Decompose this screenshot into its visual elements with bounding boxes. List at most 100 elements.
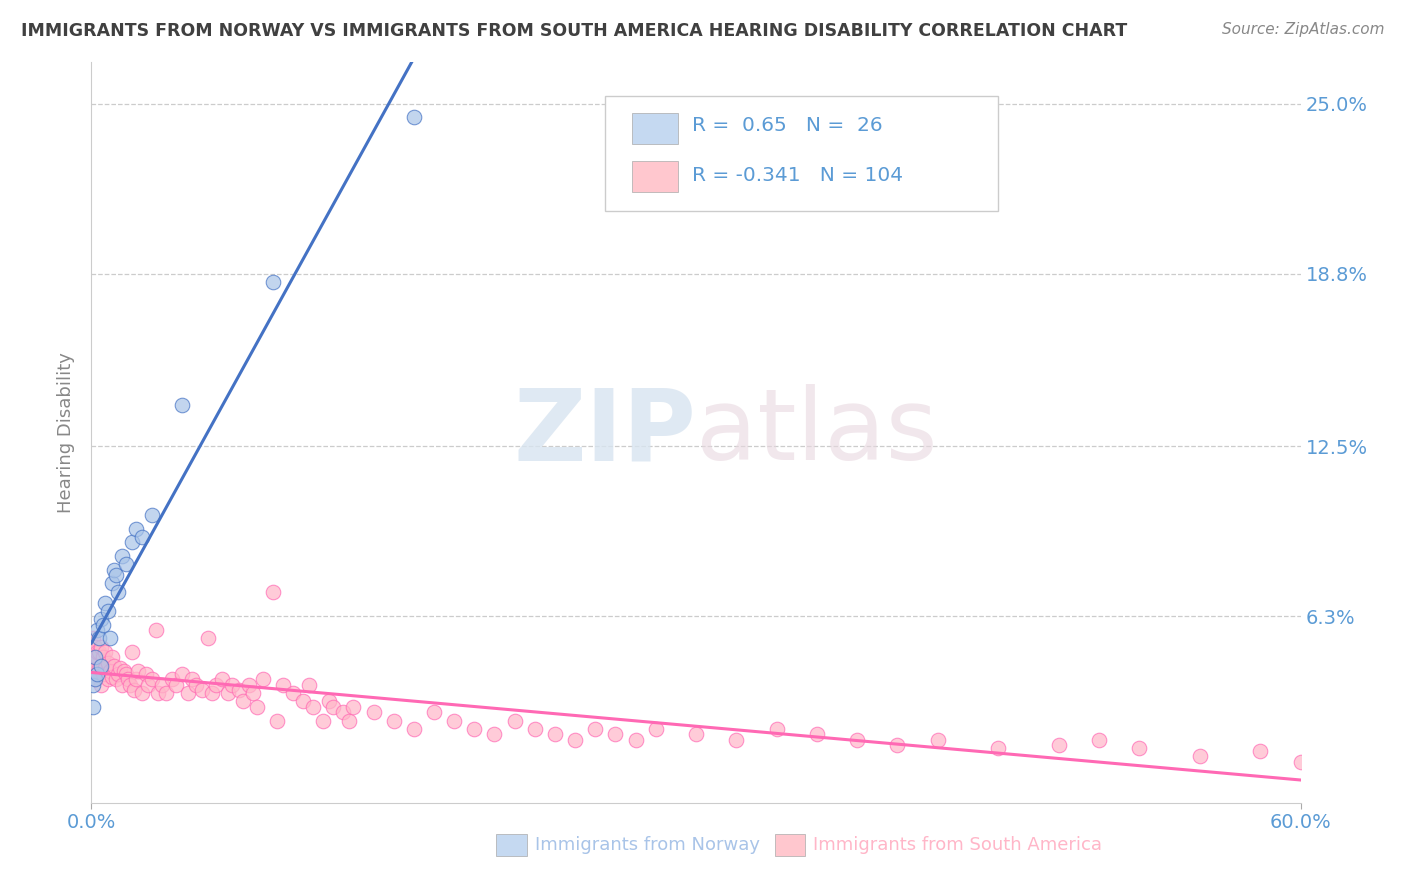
Point <box>503 714 526 728</box>
Point <box>246 699 269 714</box>
Point <box>104 568 127 582</box>
Point <box>298 678 321 692</box>
Point <box>1128 741 1150 756</box>
Point <box>318 694 340 708</box>
Point <box>121 645 143 659</box>
Point <box>765 722 787 736</box>
Point <box>82 632 104 646</box>
Point <box>177 686 200 700</box>
Y-axis label: Hearing Disability: Hearing Disability <box>58 352 76 513</box>
Point <box>136 678 159 692</box>
Point <box>98 632 121 646</box>
Point <box>100 650 122 665</box>
Point <box>146 686 169 700</box>
Point <box>94 661 117 675</box>
Point <box>217 686 239 700</box>
Point <box>89 661 111 675</box>
Bar <box>775 834 804 856</box>
Point <box>89 632 111 646</box>
Point <box>104 673 127 687</box>
Bar <box>631 161 678 192</box>
Point <box>725 732 748 747</box>
Point <box>90 612 112 626</box>
Point <box>302 699 325 714</box>
Point <box>423 706 446 720</box>
Point <box>84 658 107 673</box>
Point <box>93 667 115 681</box>
Point <box>1249 744 1271 758</box>
Point <box>118 678 141 692</box>
Point <box>108 661 131 675</box>
Point <box>382 714 405 728</box>
Point <box>1047 738 1070 752</box>
Point <box>238 678 260 692</box>
Point <box>484 727 506 741</box>
Point <box>93 617 115 632</box>
Point <box>266 714 288 728</box>
Point <box>544 727 567 741</box>
Point <box>155 686 177 700</box>
Point <box>201 686 224 700</box>
Text: R =  0.65   N =  26: R = 0.65 N = 26 <box>692 116 883 135</box>
Point <box>242 686 264 700</box>
Point <box>82 678 104 692</box>
Point <box>292 694 315 708</box>
Point <box>987 741 1010 756</box>
Point <box>111 549 132 563</box>
Point <box>523 722 546 736</box>
Point <box>86 667 108 681</box>
Point <box>93 650 115 665</box>
Point <box>205 678 228 692</box>
Point <box>111 678 132 692</box>
Point <box>96 656 118 670</box>
Point <box>96 673 118 687</box>
Point <box>82 699 104 714</box>
Point <box>84 673 107 687</box>
Point <box>121 535 143 549</box>
Point <box>145 623 167 637</box>
Point <box>100 576 122 591</box>
Point <box>402 110 425 124</box>
Point <box>98 664 121 678</box>
Point <box>86 645 108 659</box>
Bar <box>631 112 678 144</box>
Point <box>1289 755 1312 769</box>
Point <box>262 275 284 289</box>
Text: atlas: atlas <box>696 384 938 481</box>
Point <box>231 694 253 708</box>
Point <box>337 714 360 728</box>
Text: ZIP: ZIP <box>513 384 696 481</box>
Bar <box>496 834 527 856</box>
Point <box>221 678 243 692</box>
Point <box>86 623 108 637</box>
Point <box>125 522 148 536</box>
Point <box>271 678 294 692</box>
Point <box>363 706 385 720</box>
Point <box>141 508 163 522</box>
Point <box>122 683 145 698</box>
Point <box>583 722 606 736</box>
Point <box>197 632 219 646</box>
Point <box>90 678 112 692</box>
Point <box>90 640 112 654</box>
Point <box>107 584 129 599</box>
Point <box>332 706 354 720</box>
Point <box>165 678 187 692</box>
Point <box>114 558 136 572</box>
Point <box>191 683 214 698</box>
Point <box>211 673 233 687</box>
Text: R = -0.341   N = 104: R = -0.341 N = 104 <box>692 166 904 186</box>
Point <box>342 699 364 714</box>
Point <box>103 563 125 577</box>
FancyBboxPatch shape <box>605 95 998 211</box>
Point <box>114 667 136 681</box>
Point <box>150 678 173 692</box>
Point <box>84 650 107 665</box>
Point <box>117 673 139 687</box>
Point <box>84 673 107 687</box>
Point <box>927 732 949 747</box>
Point <box>96 604 118 618</box>
Point <box>90 658 112 673</box>
Point <box>141 673 163 687</box>
Point <box>886 738 908 752</box>
